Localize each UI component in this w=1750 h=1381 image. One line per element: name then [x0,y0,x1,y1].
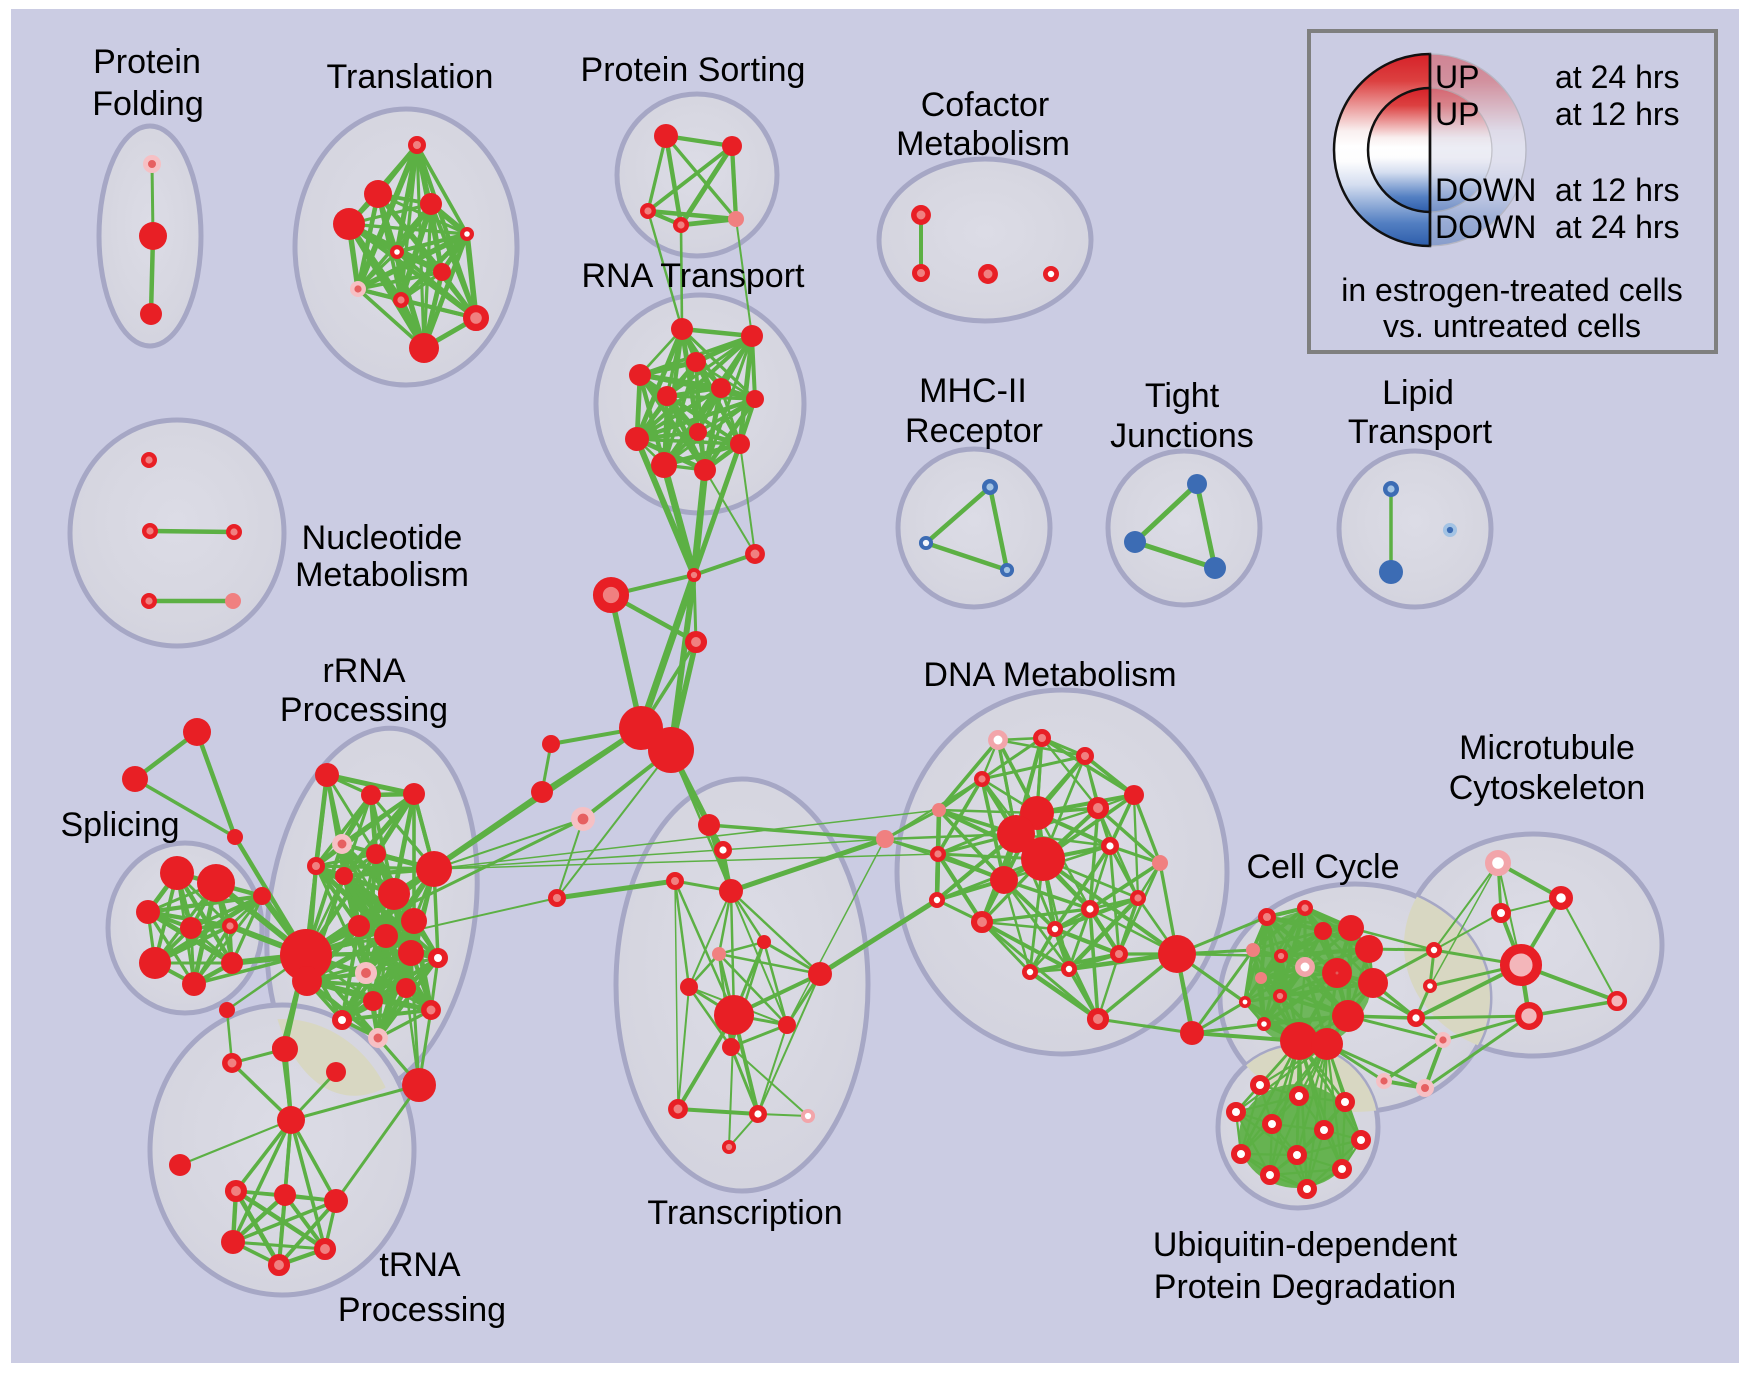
svg-text:Metabolism: Metabolism [896,125,1070,163]
svg-text:at 12 hrs: at 12 hrs [1555,172,1680,208]
svg-text:Nucleotide: Nucleotide [302,519,463,557]
svg-text:at 12 hrs: at 12 hrs [1555,96,1680,132]
svg-text:UP: UP [1435,59,1479,95]
svg-text:Junctions: Junctions [1110,417,1254,455]
svg-text:Metabolism: Metabolism [295,556,469,594]
svg-text:RNA Transport: RNA Transport [582,257,806,295]
svg-text:Microtubule: Microtubule [1459,729,1635,767]
svg-text:Lipid: Lipid [1382,374,1454,412]
svg-text:at 24 hrs: at 24 hrs [1555,209,1680,245]
svg-text:UP: UP [1435,96,1479,132]
svg-text:DOWN: DOWN [1435,209,1536,245]
svg-text:MHC-II: MHC-II [919,372,1027,410]
svg-text:DNA Metabolism: DNA Metabolism [923,656,1176,694]
svg-text:Transport: Transport [1348,413,1493,451]
svg-text:Receptor: Receptor [905,412,1043,450]
svg-text:Transcription: Transcription [647,1194,842,1232]
svg-text:at 24 hrs: at 24 hrs [1555,59,1680,95]
svg-text:Cofactor: Cofactor [921,86,1050,124]
svg-text:tRNA: tRNA [379,1246,461,1284]
svg-text:Protein Sorting: Protein Sorting [581,51,806,89]
svg-text:vs. untreated cells: vs. untreated cells [1383,308,1641,344]
svg-text:Cell Cycle: Cell Cycle [1246,848,1399,886]
svg-text:Protein Degradation: Protein Degradation [1154,1268,1456,1306]
svg-text:Ubiquitin-dependent: Ubiquitin-dependent [1153,1226,1458,1264]
svg-text:Processing: Processing [338,1291,506,1329]
svg-text:Cytoskeleton: Cytoskeleton [1449,769,1646,807]
svg-text:Folding: Folding [92,85,204,123]
svg-text:Translation: Translation [327,58,494,96]
svg-text:Splicing: Splicing [60,806,179,844]
svg-text:Processing: Processing [280,691,448,729]
svg-text:DOWN: DOWN [1435,172,1536,208]
svg-text:Protein: Protein [93,43,201,81]
svg-text:rRNA: rRNA [322,652,405,690]
svg-text:in estrogen-treated cells: in estrogen-treated cells [1341,272,1683,308]
svg-text:Tight: Tight [1145,377,1220,415]
